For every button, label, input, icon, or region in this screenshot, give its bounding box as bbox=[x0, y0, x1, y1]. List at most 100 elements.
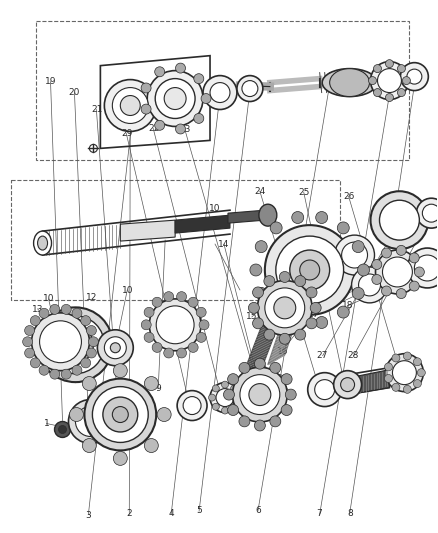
Circle shape bbox=[374, 64, 381, 72]
Circle shape bbox=[23, 337, 32, 347]
Ellipse shape bbox=[85, 378, 156, 450]
Text: 16: 16 bbox=[276, 347, 288, 356]
Circle shape bbox=[409, 253, 419, 263]
Circle shape bbox=[86, 326, 96, 335]
Ellipse shape bbox=[104, 337, 126, 359]
Circle shape bbox=[381, 248, 392, 258]
Text: 8: 8 bbox=[347, 509, 353, 518]
Ellipse shape bbox=[39, 321, 81, 362]
Bar bbox=[35, 21, 410, 160]
Circle shape bbox=[255, 287, 267, 300]
Ellipse shape bbox=[210, 383, 240, 413]
Polygon shape bbox=[240, 313, 283, 383]
Ellipse shape bbox=[68, 400, 112, 443]
Ellipse shape bbox=[97, 330, 133, 366]
Circle shape bbox=[234, 394, 241, 401]
Text: 18: 18 bbox=[342, 301, 353, 310]
Ellipse shape bbox=[407, 248, 438, 288]
Circle shape bbox=[239, 362, 250, 373]
Circle shape bbox=[70, 408, 83, 422]
Circle shape bbox=[279, 271, 290, 282]
Circle shape bbox=[82, 439, 96, 453]
Circle shape bbox=[374, 88, 381, 96]
Circle shape bbox=[239, 416, 250, 427]
Text: 5: 5 bbox=[197, 506, 202, 515]
Circle shape bbox=[247, 403, 256, 412]
Ellipse shape bbox=[237, 76, 263, 101]
Ellipse shape bbox=[385, 354, 424, 392]
Ellipse shape bbox=[46, 316, 104, 374]
Ellipse shape bbox=[177, 391, 207, 421]
Circle shape bbox=[155, 67, 165, 77]
Circle shape bbox=[264, 329, 275, 340]
Circle shape bbox=[239, 395, 248, 405]
Circle shape bbox=[254, 420, 265, 431]
Circle shape bbox=[306, 318, 317, 329]
Ellipse shape bbox=[417, 198, 438, 228]
Circle shape bbox=[155, 120, 165, 130]
Ellipse shape bbox=[248, 376, 276, 403]
Circle shape bbox=[295, 329, 306, 340]
Circle shape bbox=[223, 389, 234, 400]
Circle shape bbox=[392, 383, 400, 391]
Text: 16: 16 bbox=[284, 302, 296, 311]
Circle shape bbox=[231, 403, 238, 410]
Ellipse shape bbox=[378, 69, 401, 93]
Ellipse shape bbox=[240, 375, 280, 415]
Ellipse shape bbox=[265, 288, 305, 328]
Circle shape bbox=[247, 367, 256, 376]
Text: 22: 22 bbox=[148, 124, 159, 133]
Ellipse shape bbox=[183, 397, 201, 415]
Ellipse shape bbox=[57, 327, 93, 362]
Circle shape bbox=[254, 358, 265, 369]
Circle shape bbox=[81, 358, 91, 368]
Circle shape bbox=[88, 337, 99, 347]
Circle shape bbox=[281, 374, 292, 385]
Circle shape bbox=[381, 286, 392, 296]
Circle shape bbox=[145, 439, 158, 453]
Circle shape bbox=[279, 333, 290, 344]
Circle shape bbox=[228, 374, 239, 385]
Circle shape bbox=[352, 241, 364, 253]
Ellipse shape bbox=[242, 370, 282, 409]
Text: 19: 19 bbox=[45, 77, 57, 86]
Circle shape bbox=[239, 375, 248, 384]
Ellipse shape bbox=[265, 225, 355, 315]
Ellipse shape bbox=[103, 397, 138, 432]
Polygon shape bbox=[228, 210, 265, 223]
Text: 10: 10 bbox=[122, 286, 133, 295]
Circle shape bbox=[385, 375, 392, 383]
Ellipse shape bbox=[341, 378, 355, 392]
Text: 20: 20 bbox=[68, 88, 80, 96]
Text: 27: 27 bbox=[317, 351, 328, 360]
Circle shape bbox=[228, 405, 239, 416]
Text: 21: 21 bbox=[91, 105, 102, 114]
Circle shape bbox=[176, 124, 185, 134]
Circle shape bbox=[253, 287, 264, 298]
Ellipse shape bbox=[156, 306, 194, 344]
Polygon shape bbox=[268, 290, 307, 365]
Circle shape bbox=[268, 367, 277, 376]
Ellipse shape bbox=[371, 62, 408, 100]
Circle shape bbox=[403, 77, 410, 85]
Circle shape bbox=[270, 416, 281, 427]
Circle shape bbox=[194, 114, 204, 123]
Ellipse shape bbox=[210, 83, 230, 102]
Circle shape bbox=[152, 297, 162, 307]
Circle shape bbox=[113, 364, 127, 378]
Text: 2: 2 bbox=[127, 509, 132, 518]
Circle shape bbox=[253, 318, 264, 329]
Ellipse shape bbox=[342, 242, 367, 268]
Ellipse shape bbox=[290, 250, 330, 290]
Ellipse shape bbox=[120, 95, 140, 116]
Circle shape bbox=[310, 302, 321, 313]
Ellipse shape bbox=[359, 274, 381, 296]
Circle shape bbox=[212, 403, 219, 410]
Circle shape bbox=[278, 385, 287, 394]
Circle shape bbox=[39, 308, 49, 318]
Ellipse shape bbox=[382, 257, 413, 287]
Ellipse shape bbox=[322, 69, 377, 96]
Circle shape bbox=[270, 362, 281, 373]
Text: 29: 29 bbox=[121, 129, 133, 138]
Circle shape bbox=[368, 77, 377, 85]
